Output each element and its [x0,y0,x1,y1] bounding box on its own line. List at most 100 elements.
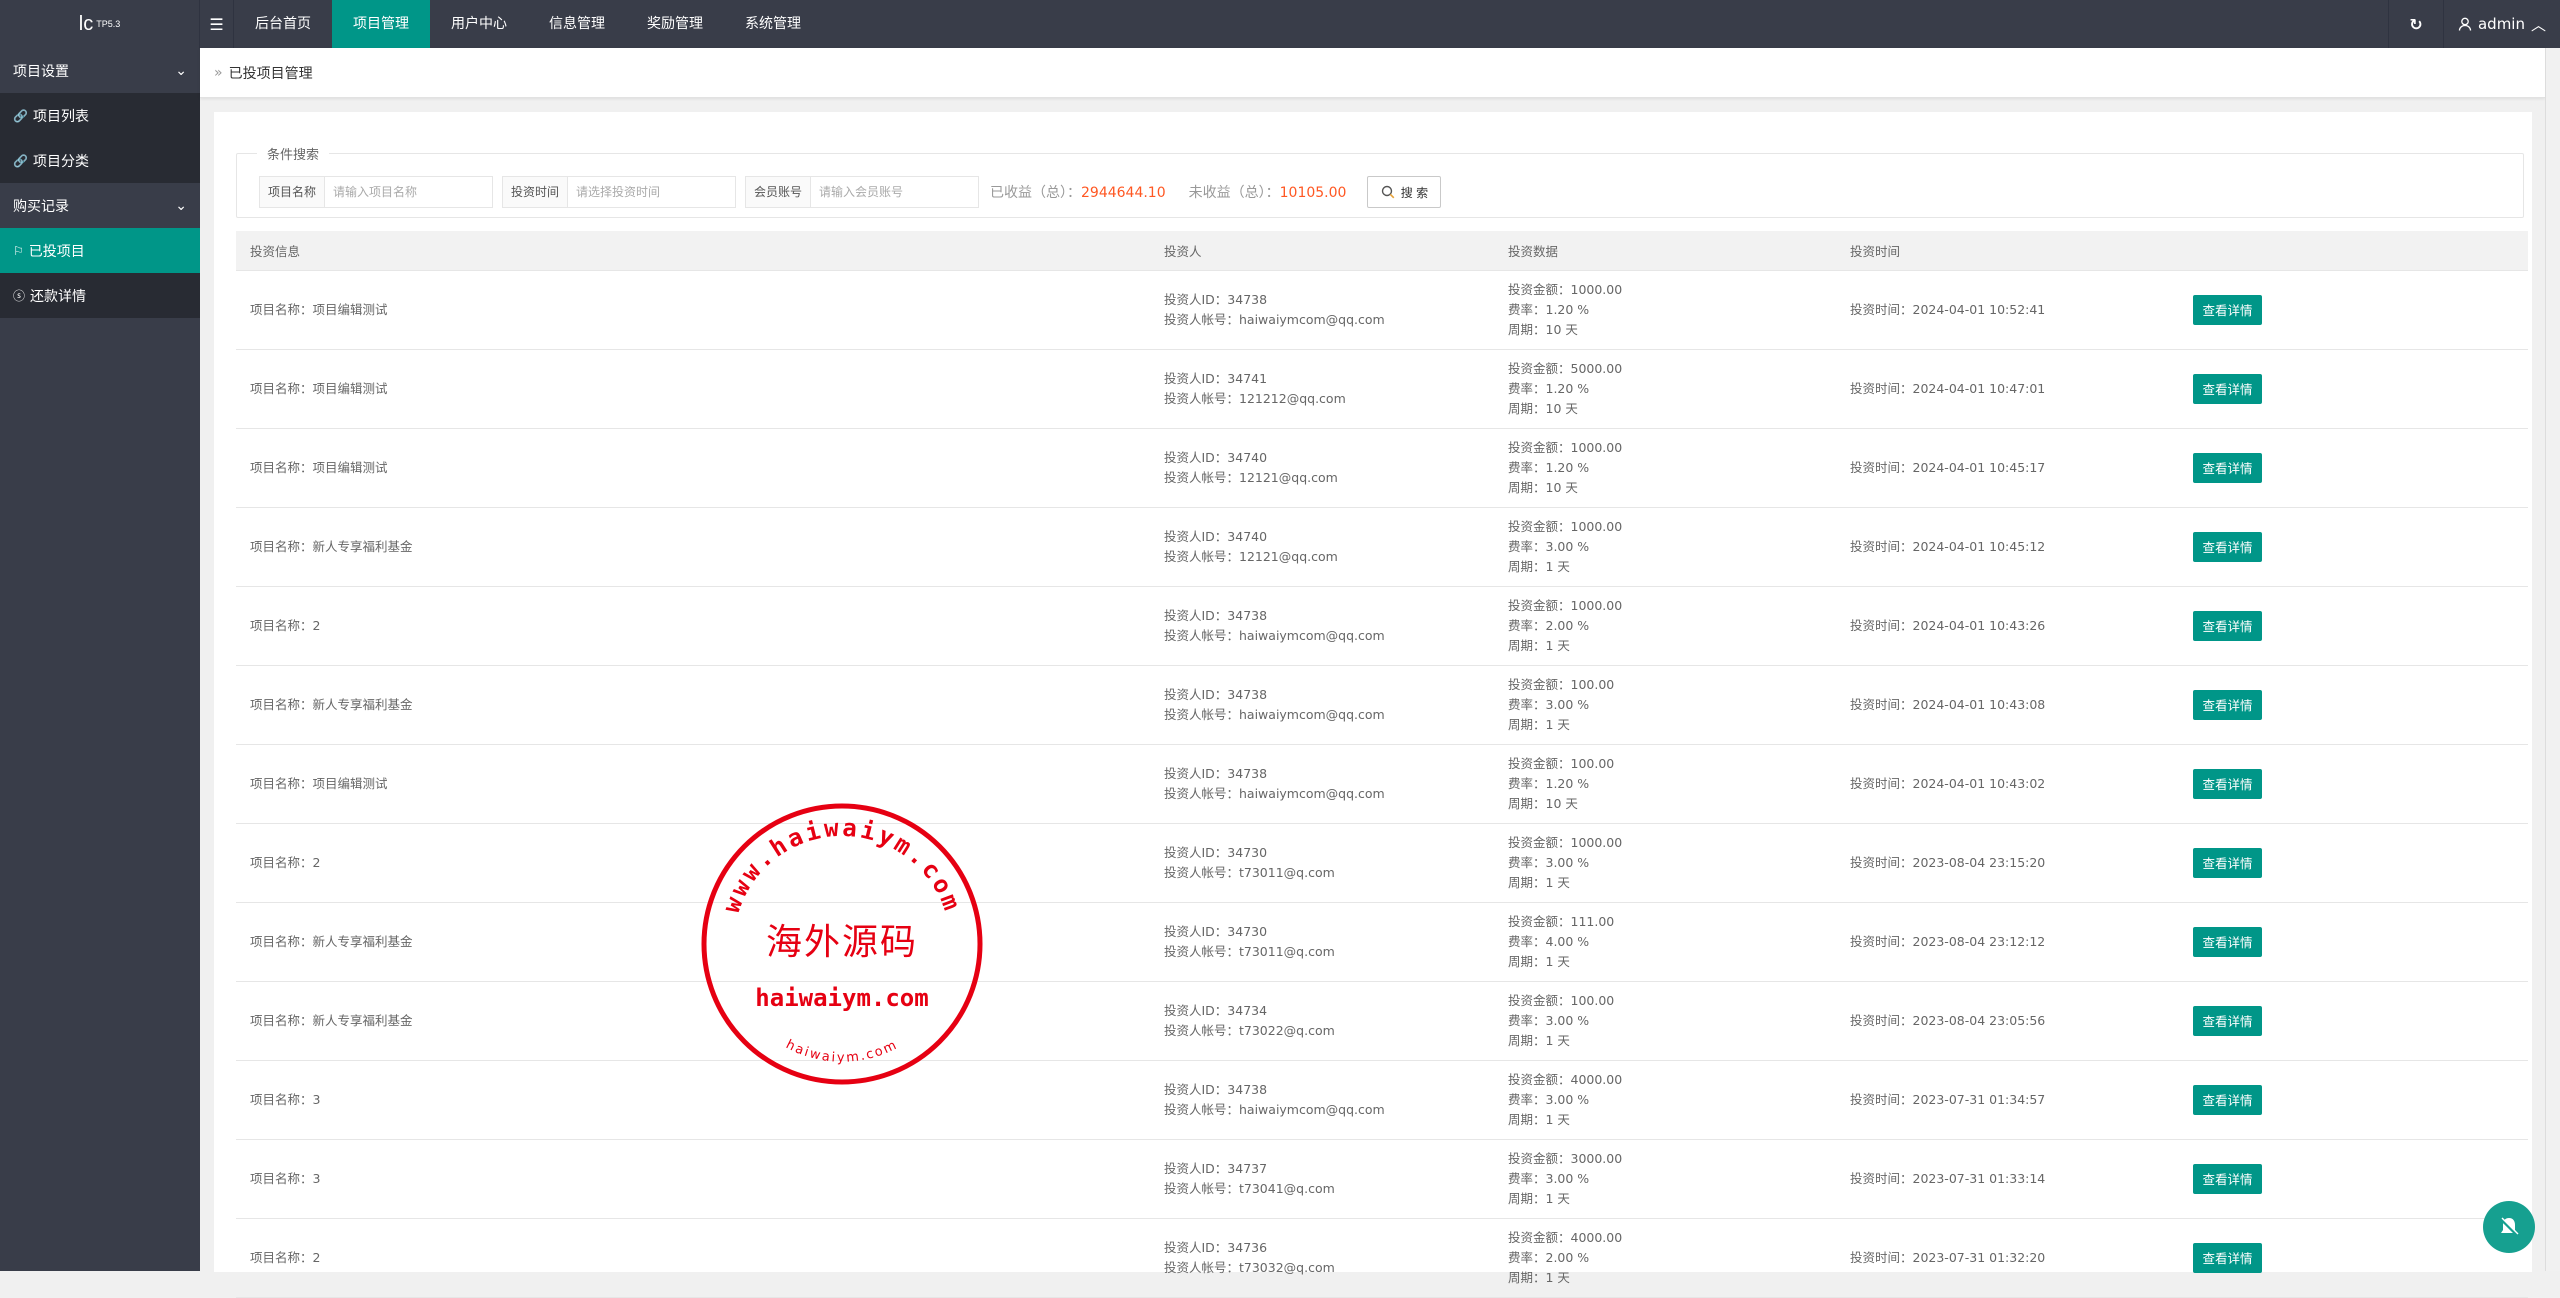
investment-time: 投资时间：2024-04-01 10:43:02 [1836,744,2179,824]
investor-info: 投资人ID：34738 投资人帐号：haiwaiymcom@qq.com [1150,665,1494,745]
page-scrollbar[interactable] [2545,48,2560,1271]
investor-info: 投资人ID：34734 投资人帐号：t73022@q.com [1150,981,1494,1061]
nav-tab[interactable]: 系统管理 [745,16,801,32]
investor-info: 投资人ID：34740 投资人帐号：12121@qq.com [1150,507,1494,587]
top-nav: 后台首页 项目管理 用户中心 信息管理 奖励管理 系统管理 [234,0,822,48]
chevron-up-icon: ︿ [2530,15,2546,34]
view-details-button[interactable]: 查看详情 [2193,1242,2262,1273]
view-details-button[interactable]: 查看详情 [2193,847,2262,878]
refresh-icon[interactable]: ↻ [2388,0,2444,48]
sidebar-item[interactable]: ⚐ 已投项目 [0,228,200,273]
view-details-button[interactable]: 查看详情 [2193,610,2262,641]
notification-mute-button[interactable] [2483,1201,2535,1253]
project-name: 项目名称：新人专享福利基金 [236,902,1150,982]
search-panel: 条件搜索 项目名称 投资时间 会员账号 已收益（总）：2944644.10 未收… [236,144,2524,218]
investment-time: 投资时间：2024-04-01 10:45:12 [1836,507,2179,587]
view-details-button[interactable]: 查看详情 [2193,1005,2262,1036]
sidebar: 项目设置 ⌄ 🔗 项目列表 🔗 项目分类购买记录 ⌄ ⚐ 已投项目 ⓢ 还款详情 [0,48,200,1271]
top-bar: lc TP5.3 ☰ 后台首页 项目管理 用户中心 信息管理 奖励管理 系统管理 ↻ adm… [0,0,2560,48]
investment-data: 投资金额：1000.00 费率：1.20 % 周期：10 天 [1494,270,1836,350]
invest-time-input[interactable] [568,177,735,207]
menu-toggle-icon[interactable]: ☰ [200,0,234,48]
investment-time: 投资时间：2023-07-31 01:32:20 [1836,1218,2179,1298]
investor-info: 投资人ID：34740 投资人帐号：12121@qq.com [1150,428,1494,508]
investor-info: 投资人ID：34730 投资人帐号：t73011@q.com [1150,902,1494,982]
nav-tab[interactable]: 用户中心 [451,16,507,32]
investor-info: 投资人ID：34738 投资人帐号：haiwaiymcom@qq.com [1150,1060,1494,1140]
project-name: 项目名称：新人专享福利基金 [236,981,1150,1061]
investment-time: 投资时间：2023-07-31 01:33:14 [1836,1139,2179,1219]
table-row: 项目名称：3 投资人ID：34737 投资人帐号：t73041@q.com 投资金… [236,1139,2528,1219]
table-row: 项目名称：新人专享福利基金 投资人ID：34734 投资人帐号：t73022@q.… [236,981,2528,1061]
user-menu[interactable]: admin ︿ [2444,0,2560,48]
project-name: 项目名称：项目编辑测试 [236,270,1150,350]
investor-info: 投资人ID：34741 投资人帐号：121212@qq.com [1150,349,1494,429]
table-row: 项目名称：2 投资人ID：34738 投资人帐号：haiwaiymcom@qq.c… [236,586,2528,666]
table-row: 项目名称：项目编辑测试 投资人ID：34738 投资人帐号：haiwaiymcom… [236,270,2528,350]
column-header: 投资信息 [236,231,1150,271]
breadcrumb: » 已投项目管理 [200,48,2545,98]
chevron-down-icon: ⌄ [175,62,187,79]
project-name: 项目名称：2 [236,823,1150,903]
investment-data: 投资金额：1000.00 费率：2.00 % 周期：1 天 [1494,586,1836,666]
investment-time: 投资时间：2024-04-01 10:43:26 [1836,586,2179,666]
project-name-field: 项目名称 [259,176,493,208]
nav-tab[interactable]: 奖励管理 [647,16,703,32]
investment-data: 投资金额：100.00 费率：3.00 % 周期：1 天 [1494,665,1836,745]
investor-info: 投资人ID：34736 投资人帐号：t73032@q.com [1150,1218,1494,1298]
sidebar-group[interactable]: 购买记录 ⌄ [13,197,187,215]
breadcrumb-separator-icon: » [214,64,223,81]
invest-time-field: 投资时间 [502,176,736,208]
view-details-button[interactable]: 查看详情 [2193,926,2262,957]
column-header: 投资数据 [1494,231,1836,271]
nav-tab[interactable]: 信息管理 [549,16,605,32]
pending-total: 未收益（总）：10105.00 [1188,185,1347,201]
view-details-button[interactable]: 查看详情 [2193,1084,2262,1115]
project-name: 项目名称：项目编辑测试 [236,428,1150,508]
investor-info: 投资人ID：34738 投资人帐号：haiwaiymcom@qq.com [1150,270,1494,350]
project-name: 项目名称：3 [236,1060,1150,1140]
sidebar-group[interactable]: 项目设置 ⌄ [13,62,187,80]
view-details-button[interactable]: 查看详情 [2193,531,2262,562]
member-account-field: 会员账号 [745,176,979,208]
investment-time: 投资时间：2023-08-04 23:05:56 [1836,981,2179,1061]
investment-time: 投资时间：2024-04-01 10:45:17 [1836,428,2179,508]
view-details-button[interactable]: 查看详情 [2193,294,2262,325]
search-button[interactable]: 搜 索 [1367,176,1442,208]
member-account-input[interactable] [811,177,978,207]
investment-data: 投资金额：4000.00 费率：3.00 % 周期：1 天 [1494,1060,1836,1140]
content-card: 条件搜索 项目名称 投资时间 会员账号 已收益（总）：2944644.10 未收… [214,112,2532,1298]
investment-time: 投资时间：2024-04-01 10:52:41 [1836,270,2179,350]
investment-time: 投资时间：2023-08-04 23:15:20 [1836,823,2179,903]
nav-tab[interactable]: 项目管理 [332,0,430,48]
table-row: 项目名称：新人专享福利基金 投资人ID：34730 投资人帐号：t73011@q.… [236,902,2528,982]
sidebar-item[interactable]: ⓢ 还款详情 [0,273,200,318]
search-icon [1381,185,1395,199]
investor-info: 投资人ID：34730 投资人帐号：t73011@q.com [1150,823,1494,903]
investment-table: 投资信息 投资人 投资数据 投资时间 项目名称：项目编辑测试 投资人ID：34738 投… [236,231,2528,1298]
sidebar-item[interactable]: 🔗 项目分类 [0,138,200,183]
table-row: 项目名称：2 投资人ID：34736 投资人帐号：t73032@q.com 投资金… [236,1218,2528,1298]
project-name: 项目名称：3 [236,1139,1150,1219]
table-row: 项目名称：项目编辑测试 投资人ID：34740 投资人帐号：12121@qq.co… [236,428,2528,508]
table-row: 项目名称：新人专享福利基金 投资人ID：34738 投资人帐号：haiwaiymc… [236,665,2528,745]
chevron-down-icon: ⌄ [175,197,187,214]
investment-time: 投资时间：2023-07-31 01:34:57 [1836,1060,2179,1140]
investment-data: 投资金额：1000.00 费率：3.00 % 周期：1 天 [1494,507,1836,587]
view-details-button[interactable]: 查看详情 [2193,768,2262,799]
table-row: 项目名称：项目编辑测试 投资人ID：34738 投资人帐号：haiwaiymcom… [236,744,2528,824]
nav-tab[interactable]: 后台首页 [255,16,311,32]
investment-data: 投资金额：4000.00 费率：2.00 % 周期：1 天 [1494,1218,1836,1298]
view-details-button[interactable]: 查看详情 [2193,1163,2262,1194]
table-row: 项目名称：项目编辑测试 投资人ID：34741 投资人帐号：121212@qq.c… [236,349,2528,429]
view-details-button[interactable]: 查看详情 [2193,689,2262,720]
investment-data: 投资金额：100.00 费率：3.00 % 周期：1 天 [1494,981,1836,1061]
view-details-button[interactable]: 查看详情 [2193,373,2262,404]
view-details-button[interactable]: 查看详情 [2193,452,2262,483]
project-name-input[interactable] [325,177,492,207]
logo[interactable]: lc TP5.3 [0,0,200,48]
column-header [2179,231,2528,271]
project-name: 项目名称：新人专享福利基金 [236,665,1150,745]
sidebar-item[interactable]: 🔗 项目列表 [0,93,200,138]
investment-data: 投资金额：100.00 费率：1.20 % 周期：10 天 [1494,744,1836,824]
